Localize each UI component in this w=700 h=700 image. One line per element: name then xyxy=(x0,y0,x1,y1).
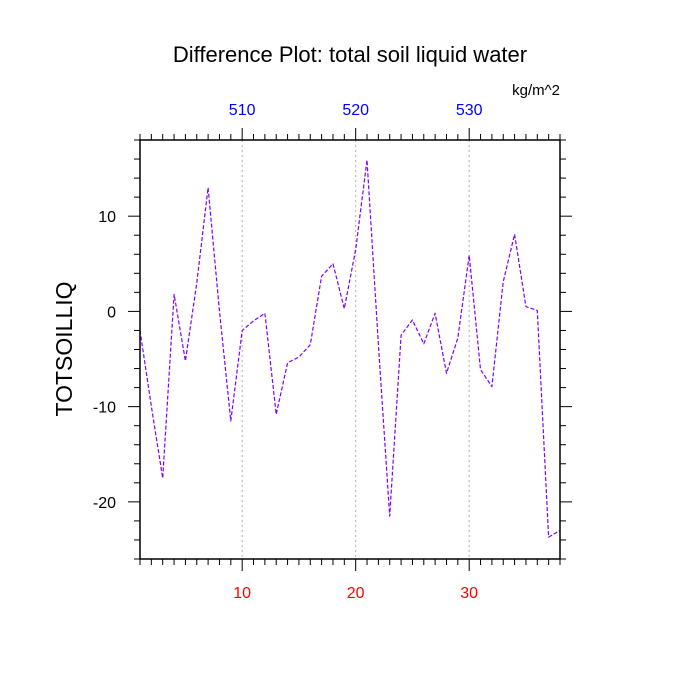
axis-ticks xyxy=(128,128,572,571)
y-tick-label: -20 xyxy=(93,495,116,512)
grid-lines xyxy=(241,140,470,559)
top-tick-label: 520 xyxy=(342,102,369,119)
chart-title: Difference Plot: total soil liquid water xyxy=(173,42,527,67)
top-tick-label: 510 xyxy=(229,102,256,119)
top-tick-label: 530 xyxy=(456,102,483,119)
y-tick-label: 10 xyxy=(98,209,116,226)
series-lines xyxy=(139,159,561,538)
y-axis-label: TOTSOILLIQ xyxy=(51,281,77,416)
x-tick-label: 20 xyxy=(347,585,365,602)
plot-frame xyxy=(139,139,561,560)
tick-labels: 10 20 30 510 520 530 -20 -10 0 10 xyxy=(93,102,483,602)
x-tick-label: 10 xyxy=(233,585,251,602)
units-label: kg/m^2 xyxy=(512,82,560,99)
x-tick-label: 30 xyxy=(460,585,478,602)
y-tick-label: 0 xyxy=(107,304,116,321)
y-tick-label: -10 xyxy=(93,400,116,417)
series-line xyxy=(139,159,561,538)
